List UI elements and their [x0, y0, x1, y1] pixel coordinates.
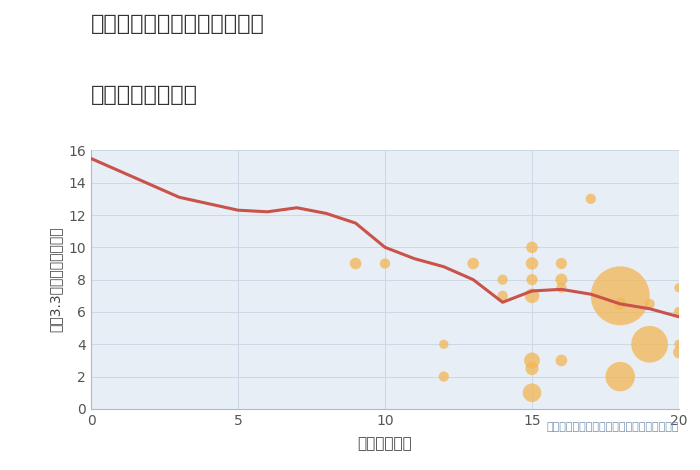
Point	[526, 365, 538, 372]
Point	[526, 276, 538, 283]
Point	[556, 260, 567, 267]
Point	[526, 292, 538, 299]
Point	[556, 284, 567, 291]
Point	[556, 276, 567, 283]
Point	[497, 292, 508, 299]
Point	[438, 373, 449, 380]
Point	[526, 357, 538, 364]
Point	[556, 357, 567, 364]
Point	[615, 373, 626, 380]
Point	[615, 292, 626, 299]
Point	[526, 243, 538, 251]
Text: 駅距離別土地価格: 駅距離別土地価格	[91, 85, 198, 105]
Point	[350, 260, 361, 267]
Point	[585, 195, 596, 203]
Point	[673, 349, 685, 356]
Point	[497, 276, 508, 283]
Point	[673, 284, 685, 291]
X-axis label: 駅距離（分）: 駅距離（分）	[358, 436, 412, 451]
Point	[379, 260, 391, 267]
Point	[468, 260, 479, 267]
Text: 円の大きさは、取引のあった物件面積を示す: 円の大きさは、取引のあった物件面積を示す	[547, 422, 679, 432]
Point	[438, 340, 449, 348]
Point	[673, 340, 685, 348]
Point	[615, 300, 626, 308]
Point	[673, 308, 685, 316]
Point	[526, 260, 538, 267]
Text: 埼玉県児玉郡上里町金久保の: 埼玉県児玉郡上里町金久保の	[91, 14, 265, 34]
Y-axis label: 坪（3.3㎡）単価（万円）: 坪（3.3㎡）単価（万円）	[49, 227, 63, 332]
Point	[644, 340, 655, 348]
Point	[644, 300, 655, 308]
Point	[526, 389, 538, 397]
